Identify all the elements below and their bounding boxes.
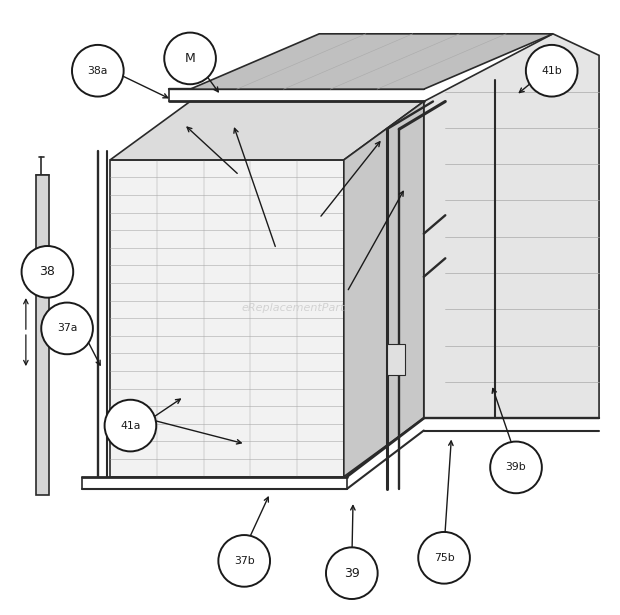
Circle shape	[326, 547, 378, 599]
Text: 39b: 39b	[506, 462, 526, 472]
Polygon shape	[110, 160, 344, 477]
Circle shape	[490, 442, 542, 493]
Text: 41a: 41a	[120, 421, 141, 430]
Polygon shape	[37, 175, 48, 495]
Text: 41b: 41b	[541, 66, 562, 76]
Circle shape	[526, 45, 577, 97]
Circle shape	[42, 303, 93, 354]
Polygon shape	[190, 34, 553, 89]
Text: 37a: 37a	[57, 323, 78, 333]
Circle shape	[22, 246, 73, 298]
Polygon shape	[424, 34, 599, 418]
Polygon shape	[344, 101, 424, 477]
Text: 39: 39	[344, 566, 360, 580]
Text: M: M	[185, 52, 195, 65]
Text: eReplacementParts.com: eReplacementParts.com	[242, 303, 378, 312]
Polygon shape	[110, 101, 424, 160]
Circle shape	[218, 535, 270, 587]
Circle shape	[164, 33, 216, 84]
Text: 37b: 37b	[234, 556, 255, 566]
Circle shape	[105, 400, 156, 451]
Text: 38: 38	[40, 265, 55, 279]
Text: 38a: 38a	[87, 66, 108, 76]
Text: 75b: 75b	[434, 553, 454, 563]
Circle shape	[418, 532, 470, 584]
Polygon shape	[387, 344, 405, 375]
Circle shape	[72, 45, 123, 97]
